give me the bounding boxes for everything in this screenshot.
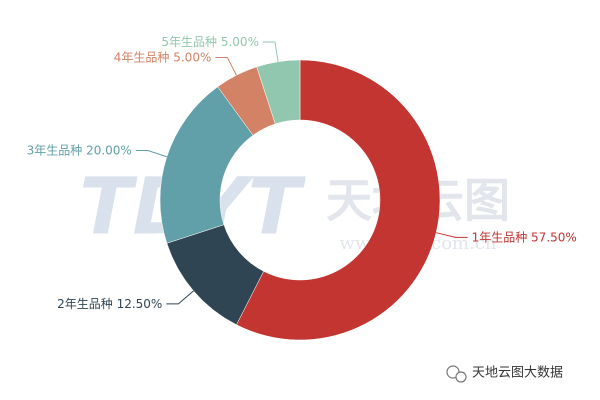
- label-value: 5.00%: [221, 34, 259, 48]
- label-category: 5年生品种: [161, 34, 217, 48]
- leader-line: [262, 41, 279, 62]
- leader-line: [166, 290, 194, 305]
- label-category: 4年生品种: [114, 50, 170, 64]
- leader-line: [436, 232, 468, 238]
- slice: [256, 59, 301, 125]
- slice-label: 3年生品种 20.00%: [27, 143, 132, 157]
- slice-label: 2年生品种 12.50%: [57, 296, 162, 310]
- label-category: 3年生品种: [27, 143, 83, 157]
- footer-text: 天地云图大数据: [472, 366, 563, 381]
- label-category: 1年生品种: [472, 230, 528, 244]
- label-value: 12.50%: [117, 296, 163, 310]
- slice-label: 4年生品种 5.00%: [114, 50, 212, 64]
- watermark: TDYT 天地云图 www.tdyt.com.cn: [79, 162, 510, 254]
- donut: 1年生品种 57.50% 2年生品种 12.50% 3年生品种 20.00% 4年生品…: [27, 34, 577, 341]
- label-value: 5.00%: [173, 50, 211, 64]
- wechat-icon: [455, 371, 467, 383]
- label-category: 2年生品种: [57, 296, 113, 310]
- slice-label: 5年生品种 5.00%: [161, 34, 259, 48]
- footer: 天地云图大数据: [446, 365, 563, 383]
- label-value: 57.50%: [531, 230, 577, 244]
- slice: [236, 59, 441, 341]
- leader-line: [135, 150, 168, 158]
- label-value: 20.00%: [86, 143, 132, 157]
- slice-label: 1年生品种 57.50%: [472, 230, 577, 244]
- leader-line: [215, 56, 237, 76]
